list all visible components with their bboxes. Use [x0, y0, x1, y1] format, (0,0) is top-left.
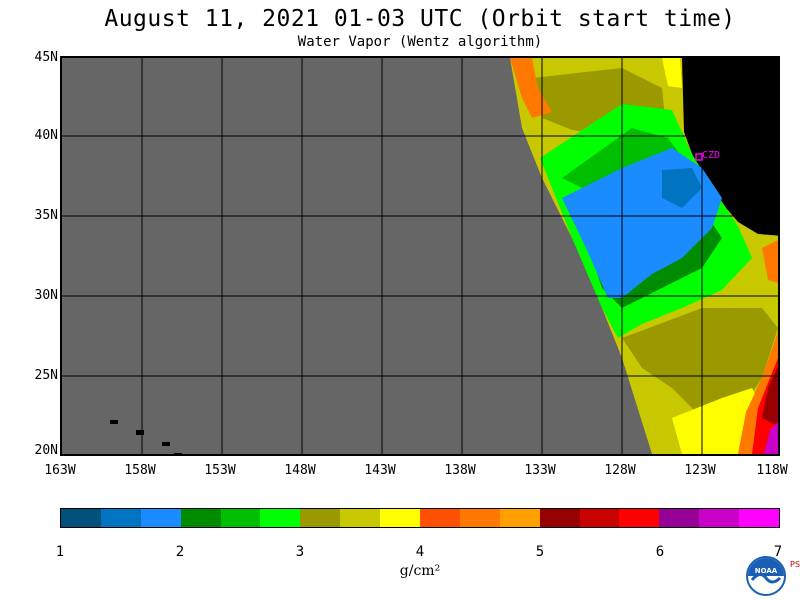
map-canvas: CZD: [62, 58, 778, 454]
colorbar-segment: [579, 509, 620, 527]
lon-label: 153W: [204, 463, 236, 478]
lat-label: 35N: [34, 208, 58, 223]
swath-bright-yellow: [672, 388, 762, 454]
colorbar-segment: [140, 509, 181, 527]
map-title: August 11, 2021 01-03 UTC (Orbit start t…: [104, 6, 736, 32]
colorbar-tick: 4: [415, 544, 425, 560]
colorbar-segment: [619, 509, 660, 527]
island: [174, 453, 182, 454]
colorbar-segment: [659, 509, 700, 527]
colorbar-segment: [420, 509, 460, 527]
noaa-logo-text: NOAA: [755, 567, 778, 575]
lon-label: 118W: [756, 463, 788, 478]
noaa-logo: NOAA: [746, 556, 786, 596]
lat-label: 20N: [34, 443, 58, 458]
swath-blue-dark: [662, 168, 702, 208]
colorbar-unit: g/cm²: [399, 563, 441, 579]
swath-bright-yellow-2: [662, 58, 682, 88]
colorbar-segment: [380, 509, 421, 527]
swath-hot-darkred: [762, 366, 778, 426]
water-vapor-map: CZD: [60, 56, 780, 456]
colorbar-tick: 2: [175, 544, 185, 560]
lon-label: 163W: [44, 463, 76, 478]
station-label: CZD: [702, 150, 720, 161]
lon-label: 138W: [444, 463, 476, 478]
colorbar-segment: [61, 509, 101, 527]
lon-label: 158W: [124, 463, 156, 478]
colorbar-tick: 3: [295, 544, 305, 560]
island: [110, 420, 118, 424]
colorbar-segment: [260, 509, 301, 527]
station-marker: [695, 153, 703, 161]
psl-badge: PSL: [790, 560, 800, 569]
swath-orange-coast: [762, 240, 778, 283]
colorbar-tick: 5: [535, 544, 545, 560]
swath-olive-2: [622, 308, 778, 418]
lon-label: 123W: [684, 463, 716, 478]
colorbar-segment: [499, 509, 540, 527]
colorbar-segment: [340, 509, 381, 527]
colorbar-segment: [300, 509, 341, 527]
colorbar-segment: [180, 509, 221, 527]
lat-label: 45N: [34, 50, 58, 65]
lat-label: 30N: [34, 288, 58, 303]
colorbar-segment: [220, 509, 261, 527]
colorbar-segment: [459, 509, 500, 527]
lon-label: 128W: [604, 463, 636, 478]
land-mass: [682, 58, 778, 236]
lon-label: 143W: [364, 463, 396, 478]
colorbar-segment: [699, 509, 740, 527]
map-subtitle: Water Vapor (Wentz algorithm): [297, 34, 543, 50]
lat-lon-grid: [62, 58, 778, 454]
island: [162, 442, 170, 446]
island: [136, 430, 144, 435]
lon-label: 148W: [284, 463, 316, 478]
swath-hot-purple: [764, 422, 778, 454]
colorbar-tick: 6: [655, 544, 665, 560]
lat-label: 40N: [34, 128, 58, 143]
colorbar-tick: 7: [773, 544, 783, 560]
colorbar-tick: 1: [55, 544, 65, 560]
colorbar-segment: [739, 509, 780, 527]
lat-label: 25N: [34, 368, 58, 383]
lon-label: 133W: [524, 463, 556, 478]
colorbar-segment: [100, 509, 141, 527]
colorbar: [60, 508, 780, 528]
colorbar-segment: [539, 509, 580, 527]
